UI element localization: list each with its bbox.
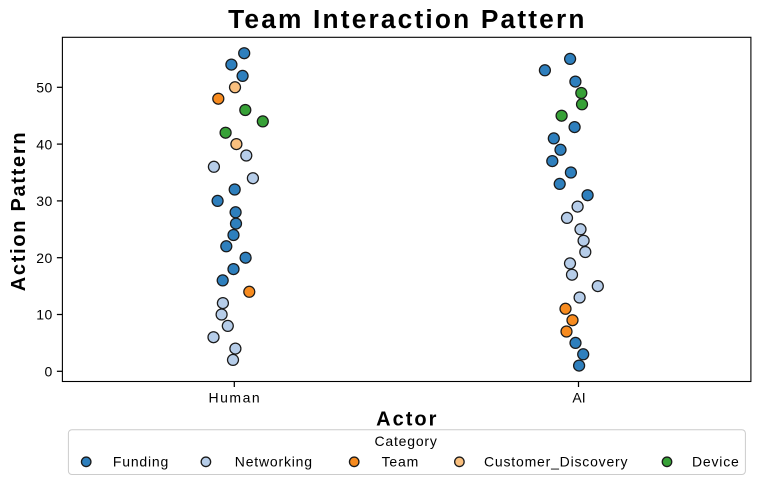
svg-text:Human: Human	[209, 389, 262, 405]
svg-text:20: 20	[36, 250, 53, 266]
svg-text:Team: Team	[382, 454, 419, 470]
svg-text:Customer_Discovery: Customer_Discovery	[484, 454, 628, 470]
svg-text:Team Interaction Pattern: Team Interaction Pattern	[228, 4, 586, 34]
svg-text:AI: AI	[572, 389, 585, 405]
svg-text:Category: Category	[374, 433, 437, 449]
svg-text:10: 10	[36, 307, 53, 323]
svg-text:Networking: Networking	[235, 454, 313, 470]
svg-text:Action Pattern: Action Pattern	[8, 131, 30, 291]
svg-text:30: 30	[36, 193, 53, 209]
svg-text:50: 50	[36, 80, 53, 96]
svg-text:Actor: Actor	[376, 409, 438, 431]
svg-text:0: 0	[45, 364, 53, 380]
svg-text:40: 40	[36, 136, 53, 152]
svg-text:Device: Device	[692, 454, 740, 470]
svg-text:Funding: Funding	[113, 454, 169, 470]
